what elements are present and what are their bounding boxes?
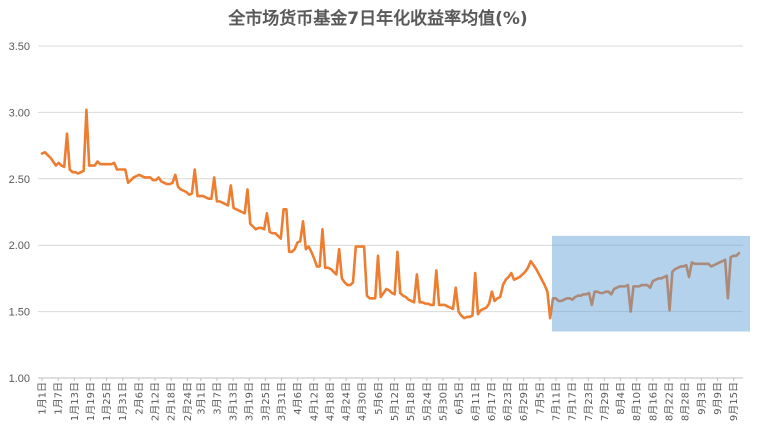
y-tick-label: 1.00	[9, 373, 30, 385]
x-tick-label: 4月6日	[292, 382, 304, 415]
x-tick-label: 6月17日	[486, 382, 498, 421]
x-tick-label: 2月6日	[133, 382, 145, 415]
x-tick-label: 6月29日	[518, 382, 530, 421]
y-axis-ticks: 1.00 1.50 2.00 2.50 3.00 3.50	[9, 41, 30, 385]
chart-title: 全市场货币基金7日年化收益率均值(%)	[227, 8, 527, 29]
x-tick-label: 8月10日	[631, 382, 643, 421]
y-tick-label: 2.00	[9, 240, 30, 252]
x-tick-label: 9月9日	[712, 382, 724, 415]
x-tick-label: 6月23日	[502, 382, 514, 421]
x-tick-label: 1月7日	[53, 382, 65, 415]
x-tick-label: 3月31日	[276, 382, 288, 421]
x-tick-label: 6月11日	[470, 382, 482, 421]
x-tick-label: 4月12日	[308, 382, 320, 421]
x-tick-label: 1月1日	[37, 382, 49, 415]
x-tick-label: 4月30日	[357, 382, 369, 421]
x-tick-label: 1月13日	[69, 382, 81, 421]
x-tick-label: 8月28日	[680, 382, 692, 421]
x-tick-label: 7月29日	[599, 382, 611, 421]
x-tick-label: 3月25日	[260, 382, 272, 421]
series-line	[40, 108, 741, 320]
y-tick-label: 3.00	[9, 107, 30, 119]
x-tick-label: 3月13日	[228, 382, 240, 421]
y-tick-label: 1.50	[9, 307, 30, 319]
x-tick-label: 8月4日	[615, 382, 627, 415]
x-tick-label: 5月18日	[405, 382, 417, 421]
x-tick-label: 8月16日	[647, 382, 659, 421]
x-tick-label: 3月19日	[244, 382, 256, 421]
x-tick-label: 7月23日	[583, 382, 595, 421]
x-tick-label: 2月18日	[166, 382, 178, 421]
x-axis-ticks: 1月1日 1月7日 1月13日 1月19日 1月25日 1月31日 2月6日 2月12日 2月1…	[37, 378, 740, 421]
x-tick-label: 4月18日	[324, 382, 336, 421]
x-tick-label: 9月3日	[696, 382, 708, 415]
y-tick-label: 2.50	[9, 174, 30, 186]
series-layer	[40, 108, 741, 320]
x-tick-label: 7月11日	[551, 382, 563, 421]
x-tick-label: 2月12日	[150, 382, 162, 421]
x-tick-label: 6月5日	[454, 382, 466, 415]
x-tick-label: 3月1日	[195, 382, 207, 415]
highlight-region	[552, 235, 750, 332]
x-tick-label: 1月19日	[85, 382, 97, 421]
highlight-layer	[552, 235, 750, 332]
x-tick-label: 8月22日	[664, 382, 676, 421]
x-tick-label: 3月7日	[211, 382, 223, 415]
x-tick-label: 5月12日	[389, 382, 401, 421]
x-tick-label: 5月24日	[421, 382, 433, 421]
x-tick-label: 2月24日	[182, 382, 194, 421]
x-tick-label: 7月17日	[567, 382, 579, 421]
x-tick-label: 1月25日	[101, 382, 113, 421]
x-tick-label: 1月31日	[117, 382, 129, 421]
x-tick-label: 7月5日	[534, 382, 546, 415]
x-tick-label: 4月24日	[341, 382, 353, 421]
y-tick-label: 3.50	[9, 41, 30, 53]
x-tick-label: 5月6日	[373, 382, 385, 415]
x-tick-label: 5月30日	[437, 382, 449, 421]
x-tick-label: 9月15日	[728, 382, 740, 421]
